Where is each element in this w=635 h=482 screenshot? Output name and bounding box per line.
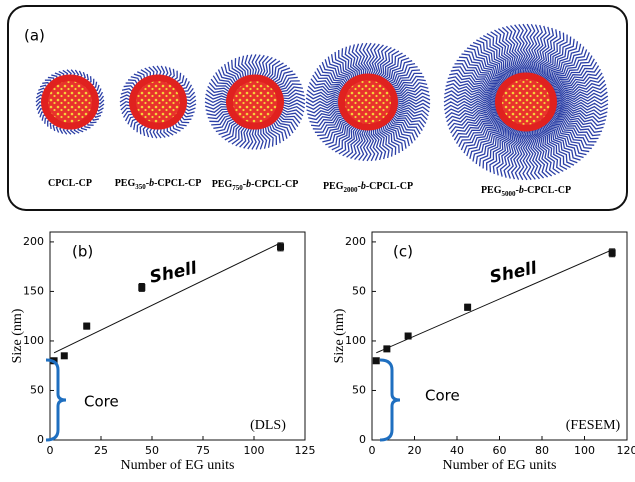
label-part: PEG <box>115 178 136 189</box>
label-part: PEG <box>323 181 344 192</box>
core-label: Core <box>84 393 119 411</box>
y-tick-label: 0 <box>359 433 366 446</box>
data-point <box>277 243 284 250</box>
x-tick-label: 0 <box>47 444 54 457</box>
y-axis-title: Size (nm) <box>332 308 347 363</box>
y-tick-label: 200 <box>23 235 44 248</box>
core <box>502 79 550 125</box>
y-tick-label: 100 <box>345 334 366 347</box>
x-tick-label: 25 <box>94 444 108 457</box>
micelle-label: CPCL-CP <box>48 178 92 189</box>
y-tick-label: 50 <box>30 383 44 396</box>
label-part: 5000 <box>502 190 517 198</box>
shell-label: Shell <box>488 258 540 288</box>
y-tick-label: 0 <box>37 433 44 446</box>
label-part: 350 <box>135 183 146 191</box>
micelle-label: PEG350-b-CPCL-CP <box>115 178 202 190</box>
x-tick-label: 100 <box>244 444 265 457</box>
x-tick-label: 60 <box>493 444 507 457</box>
data-point <box>138 284 145 291</box>
method-label: (FESEM) <box>566 418 621 433</box>
micelle-label: PEG2000-b-CPCL-CP <box>323 181 413 193</box>
data-point <box>405 333 412 340</box>
x-tick-label: 75 <box>196 444 210 457</box>
core <box>233 81 277 123</box>
x-tick-label: 120 <box>617 444 635 457</box>
shell-label: Shell <box>148 258 200 288</box>
core-label: Core <box>425 387 460 405</box>
core <box>48 81 92 123</box>
method-label: (DLS) <box>250 418 286 433</box>
x-tick-label: 40 <box>450 444 464 457</box>
micelle-label: PEG5000-b-CPCL-CP <box>481 185 571 197</box>
x-tick-label: 100 <box>574 444 595 457</box>
core <box>345 80 391 124</box>
figure: (a) CPCL-CP PEG350-b-CPCL-CP PEG750-b-CPCL… <box>0 0 635 477</box>
x-tick-label: 125 <box>295 444 316 457</box>
data-point <box>83 323 90 330</box>
data-point <box>373 357 380 364</box>
panel-label: (c) <box>393 243 413 261</box>
panel-label: (a) <box>24 27 45 45</box>
core-brace <box>46 360 66 440</box>
label-part: PEG <box>481 185 502 196</box>
data-point <box>61 352 68 359</box>
data-point <box>464 304 471 311</box>
x-tick-label: 0 <box>369 444 376 457</box>
y-tick-label: 50 <box>352 383 366 396</box>
y-tick-label: 200 <box>345 235 366 248</box>
y-tick-label: 100 <box>23 334 44 347</box>
panel-label: (b) <box>72 243 93 261</box>
y-tick-label: 50 <box>352 284 366 297</box>
core-brace <box>380 360 400 440</box>
label-part: -CPCL-CP <box>366 181 413 192</box>
fit-line <box>376 250 612 353</box>
x-axis-title: Number of EG units <box>121 458 235 473</box>
y-axis-title: Size (nm) <box>10 308 25 363</box>
label-part: -CPCL-CP <box>251 179 298 190</box>
x-tick-label: 50 <box>145 444 159 457</box>
label-part: -CPCL-CP <box>154 178 201 189</box>
label-part: PEG <box>212 179 233 190</box>
label-part: 750 <box>232 184 243 192</box>
label-part: -CPCL-CP <box>524 185 571 196</box>
label-part: CPCL-CP <box>48 178 92 189</box>
y-tick-label: 150 <box>23 284 44 297</box>
x-tick-label: 20 <box>408 444 422 457</box>
micelle-label: PEG750-b-CPCL-CP <box>212 179 299 191</box>
x-tick-label: 80 <box>535 444 549 457</box>
x-axis-title: Number of EG units <box>443 458 557 473</box>
label-part: 2000 <box>344 186 359 194</box>
data-point <box>609 249 616 256</box>
data-point <box>383 345 390 352</box>
core <box>136 81 180 123</box>
